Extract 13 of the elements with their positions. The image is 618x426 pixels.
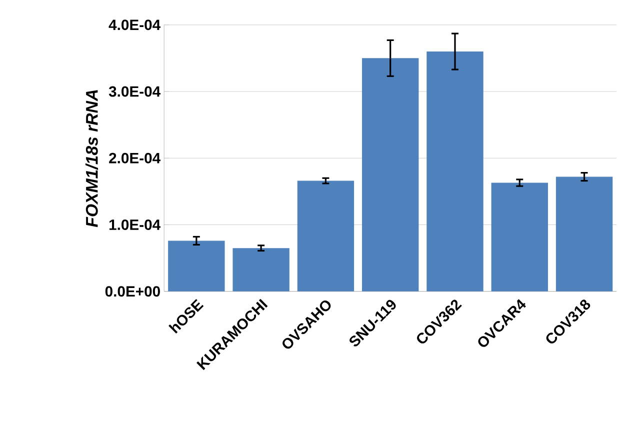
bar [168,240,225,292]
y-tick-label: 3.0E-04 [108,86,161,97]
bar [297,180,354,292]
bar [491,182,548,292]
bar [556,176,613,292]
bar [232,248,290,292]
y-tick-label: 1.0E-04 [109,220,161,230]
y-axis-title: FOXM1/18s rRNA [85,90,98,228]
bar [426,52,484,292]
y-tick-label: 4.0E-04 [108,20,161,30]
y-tick-label: 2.0E-04 [109,153,161,164]
y-tick-label: 0.0E+00 [105,286,160,297]
bar [362,58,419,292]
